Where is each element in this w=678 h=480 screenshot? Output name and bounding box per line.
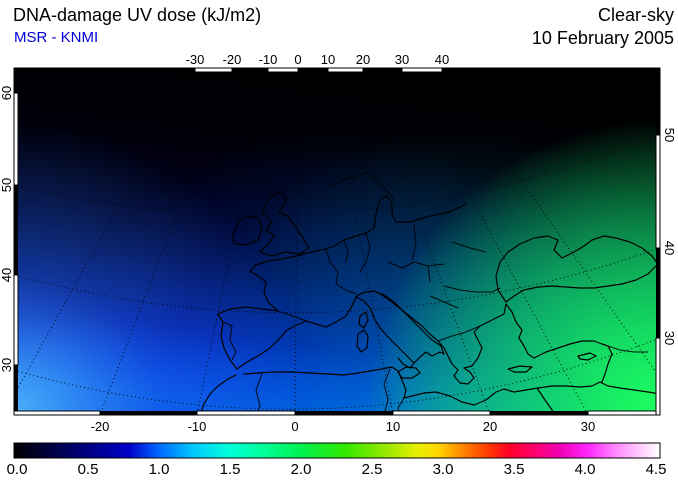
left-axis-labels: 60 50 40 30 — [0, 86, 14, 372]
bottom-axis-labels: -20 -10 0 10 20 30 — [91, 419, 596, 434]
map-frame — [13, 67, 661, 416]
top-axis-label: 0 — [294, 52, 301, 67]
data-source-label: MSR - KNMI — [14, 29, 99, 46]
left-axis-label: 60 — [0, 86, 14, 100]
sky-condition-label: Clear-sky — [597, 5, 674, 25]
colorbar-label: 2.0 — [291, 461, 312, 478]
coastlines — [199, 171, 660, 415]
bottom-axis-label: -20 — [91, 419, 110, 434]
top-axis-label: -20 — [223, 52, 242, 67]
bottom-axis-label: 20 — [483, 419, 497, 434]
left-axis-label: 30 — [0, 358, 14, 372]
colorbar-label: 3.5 — [504, 461, 525, 478]
colorbar-label: 0.0 — [7, 461, 28, 478]
right-axis-labels: 50 40 30 — [662, 128, 677, 345]
colorbar-label: 2.5 — [362, 461, 383, 478]
top-axis-label: -30 — [186, 52, 205, 67]
figure-title: DNA-damage UV dose (kJ/m2) — [13, 5, 262, 25]
colorbar-label: 4.5 — [646, 461, 667, 478]
top-axis-label: 30 — [395, 52, 409, 67]
top-axis-label: 40 — [435, 52, 449, 67]
bottom-axis-label: 10 — [386, 419, 400, 434]
colorbar-label: 3.0 — [433, 461, 454, 478]
bottom-axis-label: 30 — [581, 419, 595, 434]
colorbar-label: 1.0 — [149, 461, 170, 478]
top-axis-labels: -30 -20 -10 0 10 20 30 40 — [186, 52, 450, 67]
bottom-axis-label: 0 — [291, 419, 298, 434]
right-axis-label: 50 — [662, 128, 677, 142]
top-axis-label: -10 — [259, 52, 278, 67]
colorbar-gradient — [13, 442, 661, 459]
graticule — [14, 68, 660, 415]
right-axis-label: 30 — [662, 331, 677, 345]
left-axis-label: 40 — [0, 268, 14, 282]
colorbar-label: 1.5 — [220, 461, 241, 478]
top-axis-label: 10 — [321, 52, 335, 67]
colorbar-label: 4.0 — [575, 461, 596, 478]
date-label: 10 February 2005 — [531, 28, 674, 48]
colorbar-label: 0.5 — [78, 461, 99, 478]
left-axis-label: 50 — [0, 178, 14, 192]
colorbar: 0.0 0.5 1.0 1.5 2.0 2.5 3.0 3.5 4.0 4.5 — [7, 442, 667, 478]
bottom-axis-label: -10 — [188, 419, 207, 434]
right-axis-label: 40 — [662, 241, 677, 255]
top-axis-label: 20 — [356, 52, 370, 67]
uv-dose-field — [14, 68, 660, 415]
